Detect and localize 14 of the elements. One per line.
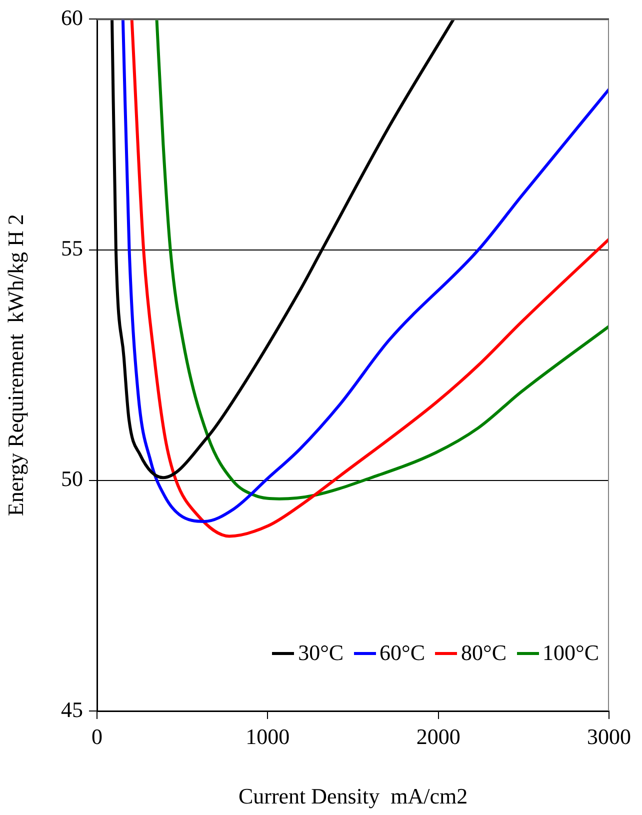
legend-label: 60°C	[380, 640, 426, 666]
x-tick-label: 3000	[587, 724, 631, 749]
legend-label: 100°C	[542, 640, 599, 666]
x-tick-label: 1000	[246, 724, 290, 749]
x-tick-label: 2000	[416, 724, 460, 749]
y-tick-label: 60	[61, 4, 83, 30]
legend-label: 30°C	[298, 640, 344, 666]
y-axis-title: Energy Requirement kWh/kg H 2	[2, 214, 28, 516]
x-tick-label: 0	[92, 724, 102, 749]
y-tick-label: 45	[61, 696, 83, 722]
y-tick-label: 55	[61, 236, 83, 261]
y-tick-label: 50	[61, 466, 83, 492]
x-axis-title: Current Density mA/cm2	[238, 784, 468, 809]
legend-label: 80°C	[461, 640, 507, 666]
